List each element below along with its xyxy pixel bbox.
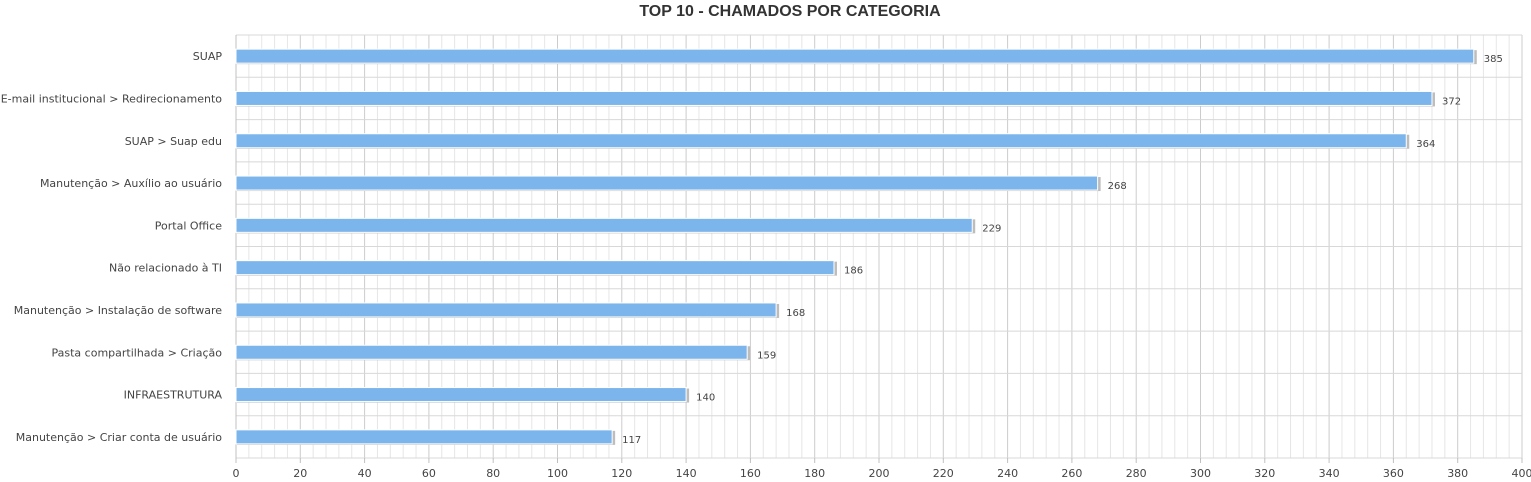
category-label: SUAP > Suap edu [125, 135, 222, 148]
data-label: 186 [844, 266, 863, 277]
bar[interactable] [235, 175, 1099, 191]
x-tick-label: 200 [869, 467, 890, 480]
category-labels: SUAP E-mail institucional > Redirecioname… [1, 50, 223, 444]
category-label: Manutenção > Instalação de software [14, 304, 222, 317]
bar[interactable] [235, 133, 1407, 149]
data-label: 168 [786, 308, 805, 319]
data-label: 372 [1442, 96, 1461, 107]
x-tick-label: 340 [1319, 467, 1340, 480]
data-label: 385 [1484, 54, 1503, 65]
bar[interactable] [235, 90, 1433, 106]
x-tick-label: 40 [358, 467, 372, 480]
category-label: Portal Office [155, 219, 222, 232]
category-label: Pasta compartilhada > Criação [52, 346, 223, 359]
data-label: 117 [622, 435, 641, 446]
data-labels: 385 372 364 268 229 186 168 159 140 117 [622, 54, 1503, 446]
data-label: 268 [1108, 181, 1127, 192]
data-label: 140 [696, 393, 715, 404]
bars [235, 48, 1477, 445]
x-tick-label: 60 [422, 467, 436, 480]
x-tick-label: 320 [1254, 467, 1275, 480]
bar[interactable] [235, 217, 973, 233]
bar[interactable] [235, 302, 777, 318]
data-label: 159 [757, 350, 776, 361]
category-label: Manutenção > Auxílio ao usuário [40, 177, 222, 190]
category-label: INFRAESTRUTURA [124, 389, 223, 402]
x-tick-label: 220 [933, 467, 954, 480]
x-tick-label: 260 [1061, 467, 1082, 480]
category-label: Não relacionado à TI [109, 262, 222, 275]
bar[interactable] [235, 429, 613, 445]
category-label: E-mail institucional > Redirecionamento [1, 92, 223, 105]
bar[interactable] [235, 48, 1475, 64]
x-tick-label: 160 [740, 467, 761, 480]
x-tick-label: 140 [676, 467, 697, 480]
bar[interactable] [235, 344, 748, 360]
x-axis-ticks: 0 20 40 60 80 100 120 140 160 180 200 220 240 260 280 3… [233, 458, 1531, 480]
x-tick-label: 20 [293, 467, 307, 480]
x-tick-label: 300 [1190, 467, 1211, 480]
data-label: 229 [982, 223, 1001, 234]
x-tick-label: 180 [804, 467, 825, 480]
x-tick-label: 360 [1383, 467, 1404, 480]
x-tick-label: 240 [997, 467, 1018, 480]
x-tick-label: 380 [1447, 467, 1468, 480]
category-label: Manutenção > Criar conta de usuário [16, 431, 223, 444]
x-tick-label: 0 [233, 467, 240, 480]
x-tick-label: 400 [1512, 467, 1531, 480]
chart-title: TOP 10 - CHAMADOS POR CATEGORIA [639, 3, 941, 20]
x-tick-label: 120 [611, 467, 632, 480]
data-label: 364 [1416, 139, 1435, 150]
bar[interactable] [235, 387, 687, 403]
bar[interactable] [235, 260, 835, 276]
x-tick-label: 280 [1126, 467, 1147, 480]
x-tick-label: 80 [486, 467, 500, 480]
x-tick-label: 100 [547, 467, 568, 480]
category-label: SUAP [193, 50, 223, 63]
